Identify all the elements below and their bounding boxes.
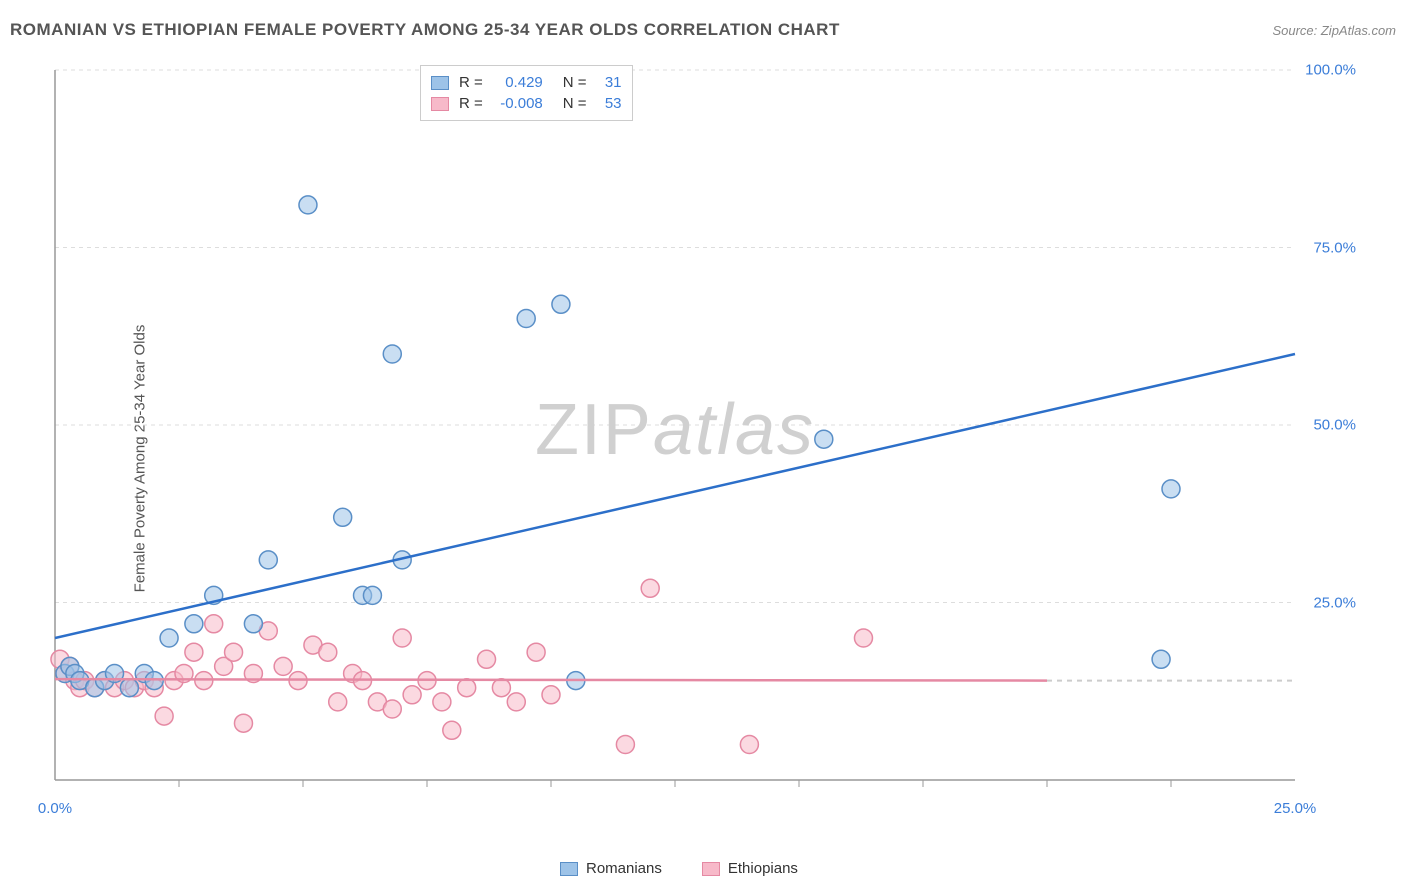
y-tick-label: 25.0% [1313,594,1356,611]
stats-row-romanians: R = 0.429 N = 31 [431,72,622,93]
y-tick-label: 50.0% [1313,417,1356,434]
stats-row-ethiopians: R = -0.008 N = 53 [431,93,622,114]
r-value: 0.429 [493,74,543,91]
r-label: R = [459,74,483,91]
ethiopians-swatch [431,97,449,111]
romanians-swatch [431,76,449,90]
series-legend: Romanians Ethiopians [560,860,798,877]
legend-swatch [560,862,578,876]
n-value: 31 [597,74,622,91]
y-tick-label: 100.0% [1305,62,1356,79]
y-tick-label: 75.0% [1313,239,1356,256]
legend-item: Romanians [560,860,662,877]
x-tick-label: 0.0% [38,800,72,817]
n-label: N = [563,74,587,91]
n-value: 53 [597,95,622,112]
n-label: N = [563,95,587,112]
chart-area: ZIPatlas [50,60,1300,800]
legend-label: Ethiopians [728,860,798,877]
scatter-chart [50,60,1300,800]
chart-title: ROMANIAN VS ETHIOPIAN FEMALE POVERTY AMO… [10,20,840,40]
x-tick-label: 25.0% [1274,800,1317,817]
stats-legend: R = 0.429 N = 31 R = -0.008 N = 53 [420,65,633,121]
source-label: Source: ZipAtlas.com [1272,23,1396,38]
r-value: -0.008 [493,95,543,112]
r-label: R = [459,95,483,112]
legend-label: Romanians [586,860,662,877]
legend-swatch [702,862,720,876]
legend-item: Ethiopians [702,860,798,877]
